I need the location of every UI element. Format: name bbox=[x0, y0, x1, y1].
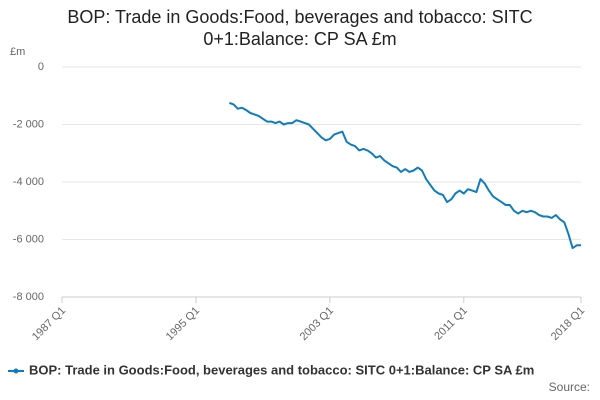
y-tick-label: -8 000 bbox=[13, 291, 44, 303]
x-tick-label: 2011 Q1 bbox=[432, 305, 470, 343]
x-tick-label: 2003 Q1 bbox=[298, 305, 336, 343]
y-tick-label: 0 bbox=[38, 61, 44, 73]
x-tick-label: 2018 Q1 bbox=[549, 305, 587, 343]
y-axis-label: £m bbox=[10, 46, 25, 58]
legend-label: BOP: Trade in Goods:Food, beverages and … bbox=[29, 362, 534, 377]
y-tick-label: -6 000 bbox=[13, 233, 44, 245]
x-tick-label: 1995 Q1 bbox=[164, 305, 202, 343]
chart-title: BOP: Trade in Goods:Food, beverages and … bbox=[67, 7, 533, 49]
series-line bbox=[229, 101, 581, 250]
legend-swatch-dot bbox=[13, 368, 19, 374]
x-tick-label: 1987 Q1 bbox=[30, 305, 68, 343]
y-tick-label: -2 000 bbox=[13, 118, 44, 130]
y-tick-label: -4 000 bbox=[13, 176, 44, 188]
source: Source: bbox=[549, 380, 590, 394]
